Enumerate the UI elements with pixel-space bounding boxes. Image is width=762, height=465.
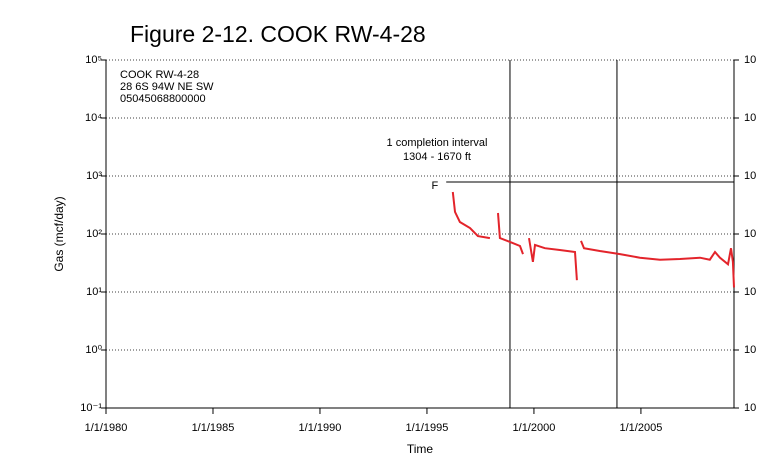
well-info: 05045068800000 (120, 93, 206, 105)
x-tick-label: 1/1/1985 (192, 422, 235, 434)
x-axis-label: Time (407, 442, 434, 456)
y-tick-label: 10⁵ (85, 54, 102, 66)
y2-tick-label: 10 (744, 228, 756, 240)
well-info: COOK RW-4-28 (120, 69, 199, 81)
y-tick-label: 10³ (86, 170, 102, 182)
x-tick-label: 1/1/1980 (85, 422, 128, 434)
x-tick-label: 1/1/1995 (406, 422, 449, 434)
y-tick-label: 10¹ (86, 286, 102, 298)
marker-label: F (431, 180, 438, 192)
y-tick-label: 10⁰ (85, 344, 102, 356)
y-axis-label: Gas (mcf/day) (52, 196, 66, 271)
series-line (451, 191, 735, 288)
y2-tick-label: 10 (744, 170, 756, 182)
y2-tick-label: 10 (744, 286, 756, 298)
y-tick-label: 10² (86, 228, 102, 240)
completion-note: 1304 - 1670 ft (403, 151, 471, 163)
y2-tick-label: 10 (744, 402, 756, 414)
y2-tick-label: 10 (744, 344, 756, 356)
chart-title: Figure 2-12. COOK RW-4-28 (130, 21, 426, 47)
y-tick-label: 10⁻¹ (80, 402, 102, 414)
x-tick-label: 1/1/2000 (513, 422, 556, 434)
x-tick-label: 1/1/1990 (299, 422, 342, 434)
x-tick-label: 1/1/2005 (620, 422, 663, 434)
y2-tick-label: 10 (744, 112, 756, 124)
y-tick-label: 10⁴ (85, 112, 102, 124)
well-info: 28 6S 94W NE SW (120, 81, 214, 93)
y2-tick-label: 10 (744, 54, 756, 66)
completion-note: 1 completion interval (387, 137, 488, 149)
